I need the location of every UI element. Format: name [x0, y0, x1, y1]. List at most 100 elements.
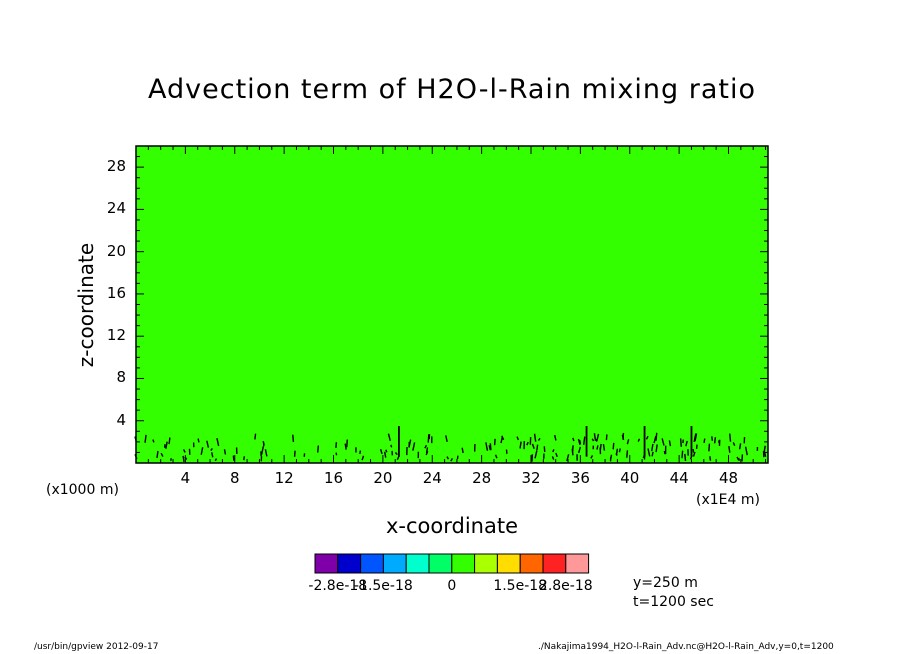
contour-segment	[425, 447, 429, 454]
contour-segment	[536, 444, 539, 451]
x-tick-label: 28	[472, 469, 492, 487]
contour-segment	[361, 455, 365, 461]
contour-segment	[317, 445, 320, 453]
y-axis-label: z-coordinate	[74, 242, 98, 368]
contour-segment	[651, 451, 654, 457]
colorbar-swatch	[519, 553, 544, 574]
contour-segment	[679, 438, 683, 447]
y-tick-label: 16	[106, 283, 126, 302]
contour-segment	[626, 450, 629, 458]
contour-segment	[566, 454, 570, 462]
contour-segment	[210, 448, 213, 451]
contour-segment	[292, 434, 295, 443]
contour-segment	[713, 437, 717, 444]
contour-segment	[346, 439, 348, 448]
x-tick-label: 8	[229, 469, 240, 487]
contour-segment	[160, 452, 164, 457]
x-tick-label: 40	[620, 469, 640, 487]
colorbar-label: -2.8e-18	[308, 578, 368, 594]
y-tick-label: 8	[116, 368, 126, 387]
contour-segment	[653, 435, 657, 444]
colorbar	[314, 553, 590, 574]
contour-segment	[551, 456, 555, 460]
x-axis-label: x-coordinate	[385, 514, 518, 538]
contour-segment	[694, 433, 698, 442]
y-tick-label: 20	[106, 241, 126, 260]
colorbar-swatch	[382, 553, 407, 574]
contour-segment	[685, 440, 688, 447]
contour-segment	[494, 454, 498, 459]
colorbar-swatch	[360, 553, 384, 574]
contour-segment	[681, 450, 684, 459]
contour-segment	[552, 449, 555, 453]
contour-segment	[165, 441, 168, 449]
contour-segment	[610, 454, 613, 460]
contour-segment	[216, 438, 220, 447]
contour-segment	[359, 450, 362, 455]
contour-segment	[693, 433, 697, 443]
contour-segment	[736, 456, 740, 461]
y-tick-label: 4	[116, 410, 126, 429]
colorbar-label: 2.8e-18	[538, 578, 593, 594]
contour-segment	[645, 435, 649, 440]
contour-segment	[651, 443, 654, 452]
contour-segment	[384, 451, 387, 458]
contour-segment	[264, 449, 268, 457]
contour-segment	[637, 438, 641, 442]
y-tick-label: 24	[106, 199, 126, 218]
contour-segment	[577, 438, 581, 446]
contour-segment	[197, 438, 200, 443]
contour-segment	[445, 435, 448, 442]
x-tick-label: 4	[180, 469, 191, 487]
contour-segment	[519, 441, 522, 449]
colorbar-swatch	[451, 553, 476, 574]
contour-segment	[661, 438, 665, 446]
colorbar-label: -1.5e-18	[353, 578, 413, 594]
contour-segment	[555, 452, 558, 458]
contour-segment	[531, 443, 535, 449]
axis-ticks	[136, 146, 768, 463]
contour-segment	[396, 455, 400, 461]
x-tick-label: 48	[718, 469, 739, 487]
contour-segment	[214, 458, 218, 462]
colorbar-swatch	[405, 553, 430, 574]
contour-segment	[485, 442, 489, 451]
contour-segment	[335, 442, 338, 449]
x-tick-label: 44	[669, 469, 689, 487]
chart-title: Advection term of H2O-l-Rain mixing rati…	[148, 74, 756, 105]
contour-segment	[168, 437, 171, 445]
contour-segment	[626, 439, 630, 445]
contour-segment	[243, 456, 246, 461]
contour-segment	[684, 453, 687, 461]
footer-left: /usr/bin/gpview 2012-09-17	[34, 642, 159, 652]
contour-segment	[578, 439, 582, 445]
contour-segment	[711, 436, 714, 441]
x-tick-label: 20	[373, 469, 393, 487]
contour-segment	[489, 443, 492, 451]
colorbar-swatch	[314, 553, 339, 574]
contour-segment	[450, 458, 454, 462]
x-unit-left: (x1000 m)	[46, 482, 119, 498]
contour-segment	[583, 436, 586, 445]
contour-segment	[744, 446, 748, 456]
contour-segment	[210, 452, 214, 458]
contour-segment	[728, 446, 731, 453]
colorbar-label: 1.5e-18	[493, 578, 548, 594]
x-tick-label: 12	[274, 469, 294, 487]
contour-segment	[412, 442, 416, 451]
contour-segment	[223, 449, 227, 455]
colorbar-label: 0	[447, 578, 457, 594]
contour-segment	[692, 451, 696, 457]
contour-segment	[501, 435, 505, 441]
y-tick-label: 28	[106, 157, 126, 176]
footer-right: ./Nakajima1994_H2O-l-Rain_Adv.nc@H2O-l-R…	[538, 642, 834, 652]
contour-segment	[537, 437, 541, 441]
contour-segment	[647, 448, 651, 457]
contour-segment	[254, 433, 257, 440]
contour-segment	[553, 434, 557, 441]
contour-segment	[709, 456, 712, 461]
y-tick-label: 12	[106, 326, 126, 345]
contour-segment	[577, 446, 582, 454]
contour-segment	[571, 448, 574, 456]
